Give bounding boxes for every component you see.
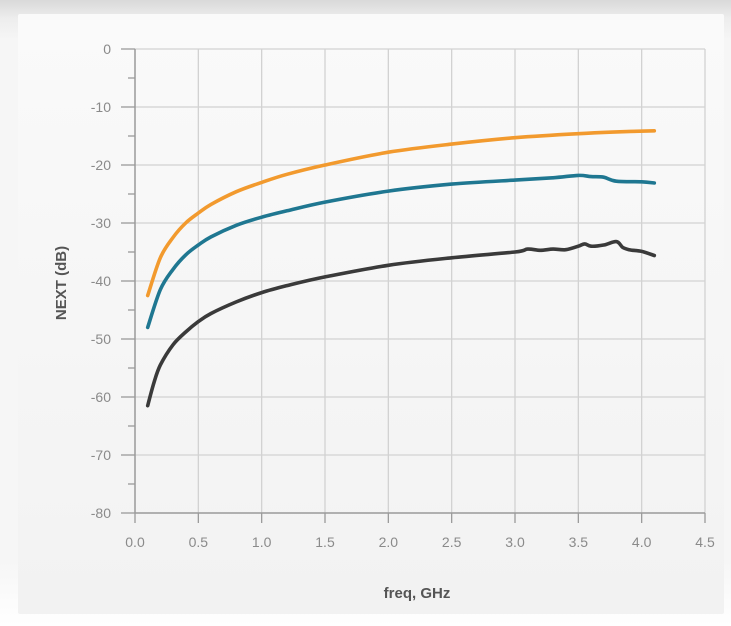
x-tick-label: 3.0	[505, 534, 525, 550]
x-tick-label: 2.5	[442, 534, 462, 550]
y-tick-label: -10	[91, 99, 111, 115]
x-tick-label: 4.5	[695, 534, 715, 550]
x-tick-label: 3.5	[569, 534, 589, 550]
data-series	[145, 129, 657, 408]
y-tick-label: -20	[91, 157, 111, 173]
series-line-2	[145, 173, 657, 330]
y-tick-label: -60	[91, 389, 111, 405]
x-tick-label: 2.0	[379, 534, 399, 550]
y-tick-label: -40	[91, 273, 111, 289]
y-tick-label: 0	[103, 41, 111, 57]
grid-lines	[135, 48, 706, 513]
series-line-3	[145, 239, 657, 408]
x-tick-label: 0.5	[189, 534, 209, 550]
x-tick-label: 0.0	[125, 534, 145, 550]
axes	[121, 48, 706, 523]
y-tick-label: -80	[91, 505, 111, 521]
y-tick-label: -70	[91, 447, 111, 463]
series-line-1	[145, 129, 657, 298]
x-axis-title: freq, GHz	[384, 585, 451, 602]
y-axis-title: NEXT (dB)	[53, 246, 70, 320]
x-tick-label: 1.0	[252, 534, 272, 550]
y-tick-label: -30	[91, 215, 111, 231]
x-tick-label: 4.0	[632, 534, 652, 550]
y-tick-label: -50	[91, 331, 111, 347]
x-tick-label: 1.5	[315, 534, 335, 550]
tick-labels: 0.0 0.5 1.0 1.5 2.0 2.5 3.0 3.5 4.0 4.5 0 -10 -20 -30…	[91, 41, 715, 550]
